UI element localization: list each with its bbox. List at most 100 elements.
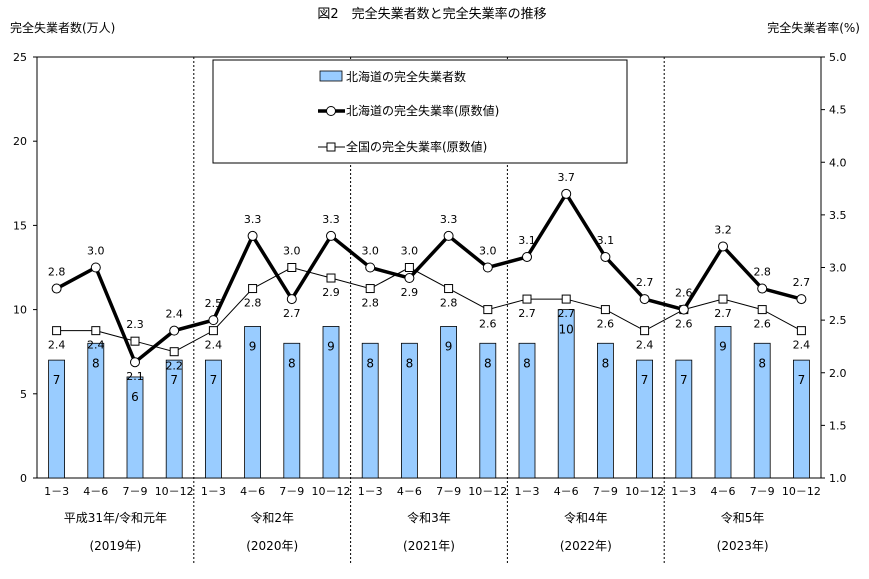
national-point	[640, 326, 650, 336]
x-tick-label: 1－3	[358, 485, 383, 498]
hokkaido-label: 2.6	[675, 318, 693, 331]
legend-label: 全国の完全失業率(原数値)	[346, 139, 487, 154]
hokkaido-point	[208, 315, 219, 326]
bar	[753, 342, 771, 479]
national-point	[718, 294, 728, 304]
hokkaido-point	[247, 230, 258, 241]
x-tick-label: 4－6	[554, 485, 579, 498]
bar	[283, 342, 301, 479]
x-tick-label: 10－12	[625, 485, 664, 498]
bar-label: 9	[719, 339, 727, 353]
right-axis-label: 完全失業者率(%)	[767, 20, 860, 35]
x-tick-label: 1－3	[515, 485, 540, 498]
national-point	[600, 305, 610, 315]
hokkaido-label: 3.0	[361, 245, 379, 258]
right-tick-label: 2.5	[829, 314, 847, 327]
bar-label: 9	[249, 339, 257, 353]
x-tick-label: 4－6	[397, 485, 422, 498]
right-tick-label: 2.0	[829, 367, 847, 380]
x-tick-label: 7－9	[436, 485, 461, 498]
bar	[793, 359, 810, 479]
x-tick-label: 1－3	[44, 485, 69, 498]
hokkaido-point	[443, 230, 454, 241]
right-tick-label: 1.5	[829, 419, 847, 432]
bar	[204, 359, 222, 479]
chart-title: 図2 完全失業者数と完全失業率の推移	[317, 6, 546, 22]
year-sub-label: (2020年)	[246, 539, 298, 553]
hokkaido-point	[796, 294, 807, 305]
hokkaido-label: 2.5	[205, 297, 223, 310]
legend-label: 北海道の完全失業率(原数値)	[346, 103, 499, 118]
bar-label: 9	[327, 339, 335, 353]
x-tick-label: 7－9	[123, 485, 148, 498]
right-tick-label: 5.0	[829, 51, 847, 64]
year-label: 平成31年/令和元年	[64, 510, 167, 525]
legend-national-marker	[326, 142, 336, 152]
national-label: 2.4	[48, 339, 66, 352]
hokkaido-point	[600, 251, 611, 262]
national-label: 2.7	[557, 307, 575, 320]
bar-label: 7	[680, 373, 688, 387]
bar	[322, 326, 340, 479]
national-label: 2.9	[322, 286, 340, 299]
hokkaido-point	[639, 294, 650, 305]
left-tick-label: 25	[13, 51, 27, 64]
left-tick-label: 15	[13, 219, 27, 232]
national-label: 2.4	[205, 339, 223, 352]
national-point	[208, 326, 218, 336]
bar	[126, 376, 144, 479]
hokkaido-point	[561, 188, 572, 199]
national-label: 2.7	[714, 307, 732, 320]
hokkaido-label: 2.4	[165, 308, 183, 321]
national-rate-line	[56, 266, 802, 353]
national-point	[326, 273, 336, 283]
national-label: 2.4	[636, 339, 654, 352]
hokkaido-point	[51, 283, 62, 294]
national-label: 3.0	[283, 245, 301, 258]
bar	[518, 342, 536, 479]
national-label: 2.6	[675, 287, 693, 300]
bar-label: 7	[53, 373, 61, 387]
right-tick-label: 4.0	[829, 156, 847, 169]
bar	[244, 326, 262, 479]
hokkaido-point	[326, 230, 336, 241]
national-label: 2.8	[361, 297, 379, 310]
right-tick-label: 3.0	[829, 262, 847, 275]
hokkaido-label: 3.3	[440, 213, 458, 226]
national-point	[796, 326, 806, 336]
national-label: 2.4	[87, 339, 105, 352]
national-point	[561, 294, 571, 304]
bar-label: 8	[602, 356, 610, 370]
left-tick-label: 10	[13, 304, 27, 317]
bar	[597, 342, 614, 479]
right-tick-label: 3.5	[829, 209, 847, 222]
bar-label: 10	[559, 323, 574, 337]
legend-hokkaido-marker	[326, 106, 336, 116]
left-tick-label: 0	[20, 472, 27, 485]
national-point	[169, 347, 179, 357]
hokkaido-label: 3.0	[479, 245, 497, 258]
national-label: 2.2	[165, 360, 183, 373]
national-point	[404, 263, 414, 272]
national-label: 2.3	[126, 318, 144, 331]
legend-bar-swatch	[319, 70, 343, 82]
hokkaido-label: 2.7	[636, 276, 654, 289]
national-point	[444, 284, 454, 294]
year-sub-label: (2021年)	[403, 539, 455, 553]
hokkaido-point	[286, 294, 297, 305]
national-point	[287, 263, 297, 272]
bar	[87, 342, 105, 479]
bar-label: 8	[758, 356, 766, 370]
bar-label: 8	[484, 356, 492, 370]
bar-label: 7	[641, 373, 649, 387]
national-point	[365, 284, 375, 294]
bar-label: 8	[92, 356, 100, 370]
hokkaido-label: 2.7	[283, 307, 301, 320]
bar	[48, 359, 65, 479]
national-label: 2.8	[440, 297, 458, 310]
bar	[557, 309, 575, 479]
hokkaido-point	[482, 262, 493, 273]
bar-label: 8	[406, 356, 414, 370]
left-tick-label: 5	[20, 388, 27, 401]
